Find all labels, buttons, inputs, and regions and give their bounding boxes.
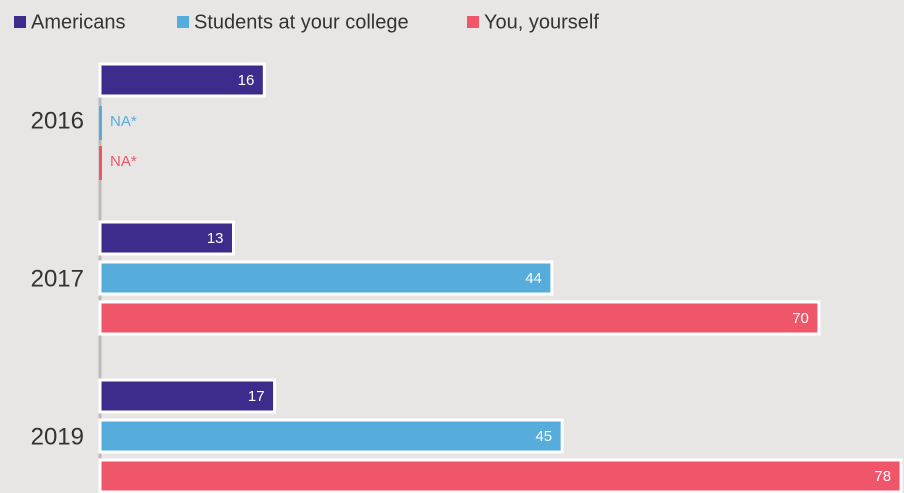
value-label: 13 — [207, 230, 224, 247]
value-label: 44 — [525, 270, 542, 287]
bar — [98, 378, 277, 414]
bar — [98, 458, 903, 493]
y-tick-label: 2017 — [31, 265, 84, 292]
bar — [98, 418, 564, 454]
bar — [98, 300, 821, 336]
y-tick-label: 2019 — [31, 423, 84, 450]
bar-na — [99, 146, 102, 180]
legend-swatch — [467, 16, 479, 28]
bar-na — [99, 106, 102, 140]
legend-swatch — [177, 16, 189, 28]
legend-label: Americans — [31, 11, 125, 33]
y-tick-label: 2016 — [31, 107, 84, 134]
bar — [98, 260, 554, 296]
value-label: 17 — [248, 388, 265, 405]
legend-swatch — [14, 16, 26, 28]
bar — [98, 62, 266, 98]
value-label: NA* — [110, 113, 137, 130]
value-label: 16 — [238, 72, 255, 89]
bar — [98, 220, 236, 256]
legend-label: Students at your college — [194, 11, 409, 33]
legend-label: You, yourself — [484, 11, 599, 33]
value-label: 45 — [535, 428, 552, 445]
value-label: 78 — [874, 468, 891, 485]
value-label: 70 — [792, 310, 809, 327]
value-label: NA* — [110, 153, 137, 170]
